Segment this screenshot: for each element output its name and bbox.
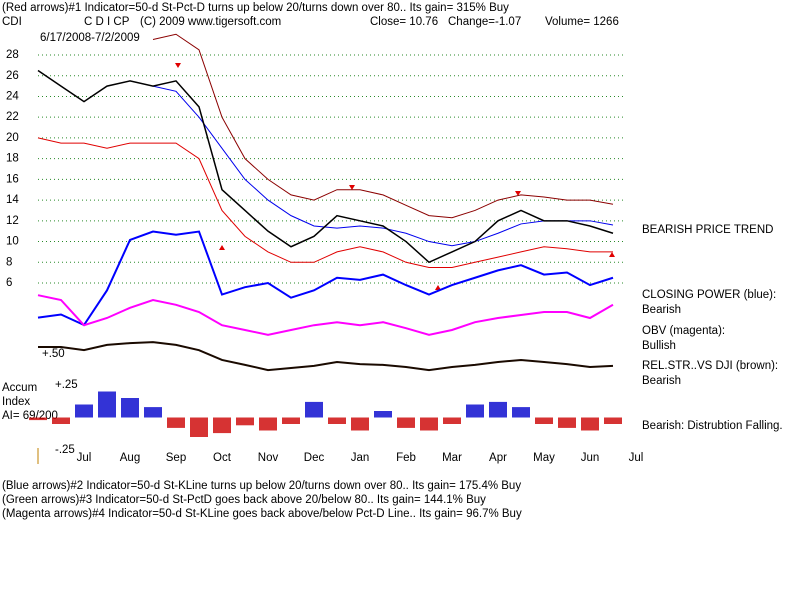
signal-arrows <box>175 55 615 298</box>
y-tick-label: 16 <box>6 173 19 185</box>
bar <box>489 401 507 418</box>
panel-annotation: REL.STR..VS DJI (brown): <box>642 360 778 372</box>
x-tick-label: Jul <box>629 452 644 464</box>
bar <box>75 404 93 418</box>
y-tick-label: 10 <box>6 236 19 248</box>
header-line: (Red arrows)#1 Indicator=50-d St-Pct-D t… <box>2 2 509 14</box>
x-tick-label: Jul <box>77 452 92 464</box>
y-tick-label: 28 <box>6 49 19 61</box>
close: Close= 10.76 <box>370 16 438 28</box>
x-tick-label: Aug <box>120 452 140 464</box>
company: C D I CP <box>84 16 130 28</box>
bar <box>121 398 139 418</box>
scale-label: +.50 <box>42 348 65 360</box>
bar <box>512 407 530 418</box>
bar <box>52 417 70 424</box>
bar <box>535 417 553 424</box>
x-tick-label: Jun <box>581 452 600 464</box>
y-tick-label: 18 <box>6 153 19 165</box>
x-tick-label: Oct <box>213 452 232 464</box>
bar <box>420 417 438 431</box>
series-line <box>38 341 614 372</box>
panel-annotation: CLOSING POWER (blue): <box>642 289 776 301</box>
y-tick-label: 6 <box>6 277 12 289</box>
bar <box>282 417 300 424</box>
panel-verdict: Bearish <box>642 375 681 387</box>
footer-line: (Magenta arrows)#4 Indicator=50-d St-KLi… <box>2 508 522 520</box>
x-tick-label: Sep <box>166 452 186 464</box>
bar <box>305 401 323 418</box>
y-tick-label: 20 <box>6 132 19 144</box>
y-tick-label: 14 <box>6 194 19 206</box>
series-line <box>37 69 614 264</box>
bar <box>144 407 162 418</box>
copyright: (C) 2009 www.tigersoft.com <box>140 16 281 28</box>
bar <box>29 417 47 421</box>
y-tick-label: 8 <box>6 256 12 268</box>
panel-annotation: Bearish: Distrubtion Falling. <box>642 420 783 432</box>
footer-line: (Green arrows)#3 Indicator=50-d St-PctD … <box>2 494 486 506</box>
bar <box>558 417 576 428</box>
x-tick-label: Dec <box>304 452 325 464</box>
bar <box>213 417 231 434</box>
x-tick-label: Mar <box>442 452 462 464</box>
series-line <box>37 137 613 268</box>
panel-verdict: Bullish <box>642 340 676 352</box>
y-tick-label: 12 <box>6 215 19 227</box>
bar <box>98 391 116 418</box>
volume: Volume= 1266 <box>545 16 619 28</box>
bar <box>604 417 622 424</box>
series-line <box>37 294 614 336</box>
y-tick-label: 24 <box>6 90 19 102</box>
bar <box>190 417 208 437</box>
bar <box>259 417 277 431</box>
panel-title: Accum <box>2 382 37 394</box>
x-tick-label: Nov <box>258 452 279 464</box>
x-tick-label: May <box>533 452 555 464</box>
series-line <box>152 85 614 247</box>
bar <box>328 417 346 424</box>
y-tick-label: +.25 <box>55 379 78 391</box>
x-tick-label: Apr <box>489 452 507 464</box>
panel-title: Index <box>2 396 30 408</box>
bar <box>581 417 599 431</box>
panel-title: AI= 69/200 <box>2 410 58 422</box>
bar <box>397 417 415 428</box>
bar <box>167 417 185 428</box>
panel-annotation: BEARISH PRICE TREND <box>642 224 773 236</box>
x-tick-label: Feb <box>396 452 416 464</box>
date-range: 6/17/2008-7/2/2009 <box>40 32 140 44</box>
y-tick-label: 22 <box>6 111 19 123</box>
panel-verdict: Bearish <box>642 304 681 316</box>
series-line <box>152 33 614 219</box>
y-tick-label: 26 <box>6 70 19 82</box>
series-line <box>37 230 614 327</box>
bar <box>443 417 461 424</box>
bar <box>466 404 484 418</box>
panel-annotation: OBV (magenta): <box>642 325 725 337</box>
symbol: CDI <box>2 16 22 28</box>
y-tick-label: -.25 <box>55 444 75 456</box>
x-tick-label: Jan <box>351 452 370 464</box>
footer-line: (Blue arrows)#2 Indicator=50-d St-KLine … <box>2 480 521 492</box>
bar <box>236 417 254 426</box>
bar <box>351 417 369 431</box>
change: Change=-1.07 <box>448 16 521 28</box>
bar <box>374 411 392 418</box>
